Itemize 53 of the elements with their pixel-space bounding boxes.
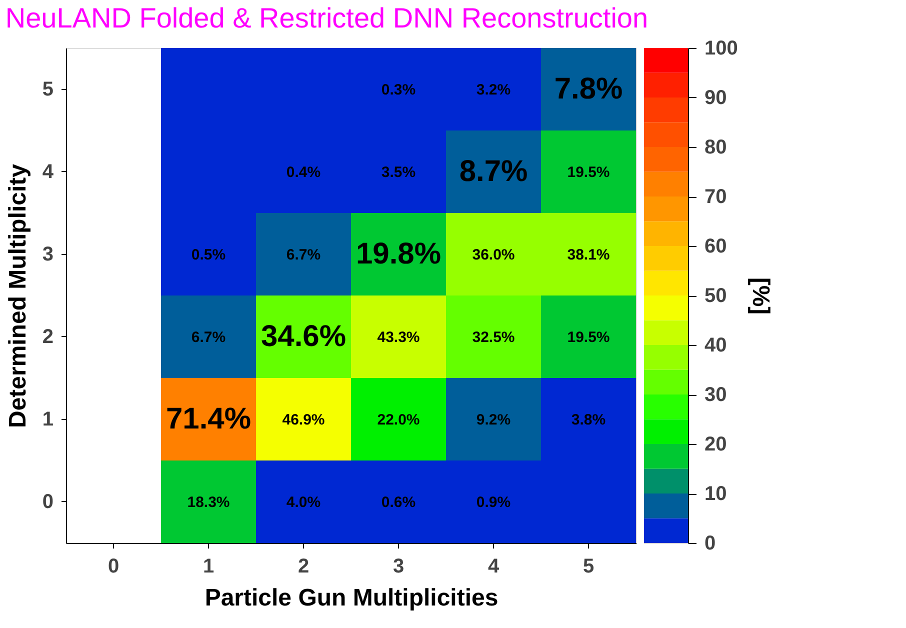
data-label: 34.6% xyxy=(260,320,346,353)
y-tick-label: 2 xyxy=(42,326,54,348)
color-bar-label: 50 xyxy=(704,285,727,307)
color-bar-label: 0 xyxy=(704,532,716,554)
y-axis-title: Determined Multiplicity xyxy=(4,163,32,428)
color-bar-label: 40 xyxy=(704,334,727,356)
data-label: 18.3% xyxy=(187,494,230,511)
data-label: 7.8% xyxy=(554,72,623,106)
x-tick-label: 0 xyxy=(108,556,120,578)
color-bar-label: 70 xyxy=(704,186,727,208)
data-label: 8.7% xyxy=(459,154,528,188)
data-label: 38.1% xyxy=(567,246,610,264)
color-bar-label: 10 xyxy=(704,483,727,505)
data-label: 0.4% xyxy=(286,164,321,181)
color-bar-label: 60 xyxy=(704,236,727,258)
data-label: 0.6% xyxy=(381,494,416,511)
color-bar-label: 30 xyxy=(704,384,727,406)
x-tick-label: 3 xyxy=(392,556,404,578)
data-label: 43.3% xyxy=(377,328,420,346)
color-bar-label: 100 xyxy=(704,38,738,60)
y-tick-label: 0 xyxy=(42,490,54,513)
data-label: 19.5% xyxy=(567,164,610,181)
y-tick-label: 3 xyxy=(42,243,54,266)
data-label: 32.5% xyxy=(472,328,515,346)
y-tick-label: 5 xyxy=(42,78,54,100)
data-label: 19.5% xyxy=(567,328,610,346)
data-label: 0.9% xyxy=(476,494,511,511)
data-label: 46.9% xyxy=(282,411,325,428)
data-label: 6.7% xyxy=(191,328,226,346)
data-label: 19.8% xyxy=(356,237,442,270)
x-tick-label: 5 xyxy=(582,556,594,578)
color-bar-label: 80 xyxy=(704,136,727,158)
data-label: 0.5% xyxy=(191,246,226,264)
x-tick-label: 1 xyxy=(202,556,214,578)
data-label: 3.5% xyxy=(381,164,416,181)
y-tick-label: 4 xyxy=(42,160,54,183)
color-bar-title: [%] xyxy=(746,277,774,315)
data-label: 3.8% xyxy=(571,411,606,428)
chart-title: NeuLAND Folded & Restricted DNN Reconstruction xyxy=(5,2,648,34)
color-bar-label: 90 xyxy=(704,87,727,109)
x-tick-label: 4 xyxy=(488,556,500,578)
data-label: 71.4% xyxy=(166,402,252,436)
x-axis-title: Particle Gun Multiplicities xyxy=(204,584,498,612)
x-tick-label: 2 xyxy=(298,556,310,578)
data-label: 9.2% xyxy=(476,411,511,428)
data-label: 22.0% xyxy=(377,411,420,428)
data-label: 4.0% xyxy=(286,494,321,511)
color-bar-label: 20 xyxy=(704,434,727,456)
data-label: 0.3% xyxy=(381,81,416,98)
data-label: 3.2% xyxy=(476,81,511,98)
data-label: 6.7% xyxy=(286,246,321,264)
y-tick-label: 1 xyxy=(42,408,54,430)
data-label: 36.0% xyxy=(472,246,515,264)
